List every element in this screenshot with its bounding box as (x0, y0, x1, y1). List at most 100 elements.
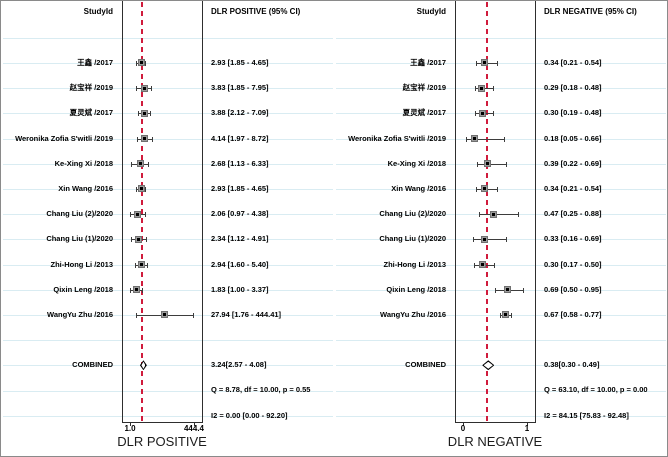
axis-tick-label-max: 444.4 (183, 424, 205, 433)
gridline (3, 37, 333, 39)
ci-cap-high (141, 287, 143, 293)
study-label: 赵宝祥 /2019 (402, 83, 446, 93)
value-column-header: DLR NEGATIVE (95% CI) (544, 7, 637, 16)
ci-cap-low (134, 262, 136, 268)
effect-size-center-dot (486, 162, 490, 166)
x-axis-tick-min (130, 422, 131, 426)
effect-size-center-dot (139, 187, 143, 191)
ci-cap-high (504, 136, 506, 142)
effect-size-center-dot (505, 288, 509, 292)
ci-cap-low (495, 287, 496, 293)
study-label: WangYu Zhu /2016 (47, 309, 113, 319)
effect-size-center-dot (134, 288, 138, 292)
effect-size-marker (489, 210, 497, 218)
gridline (336, 365, 666, 367)
effect-size-marker (137, 185, 145, 193)
study-ci-value: 0.18 [0.05 - 0.66] (544, 133, 602, 143)
effect-size-marker (503, 286, 511, 294)
study-ci-value: 2.93 [1.85 - 4.65] (211, 57, 269, 67)
study-ci-value: 3.88 [2.12 - 7.09] (211, 108, 269, 118)
study-ci-value: 2.68 [1.13 - 6.33] (211, 158, 269, 168)
study-ci-value: 1.83 [1.00 - 3.37] (211, 284, 269, 294)
gridline (336, 415, 666, 417)
ci-cap-low (479, 212, 480, 218)
combined-label: COMBINED (72, 360, 113, 369)
effect-size-marker (132, 286, 140, 294)
study-column-header: StudyId (83, 7, 113, 16)
study-ci-value: 0.30 [0.17 - 0.50] (544, 259, 602, 269)
gridline (336, 37, 666, 39)
gridline (336, 62, 666, 64)
effect-size-center-dot (473, 137, 477, 140)
ci-cap-high (518, 212, 520, 218)
gridline (3, 214, 333, 216)
study-label: 王鑫 /2017 (77, 57, 113, 67)
gridline (336, 88, 666, 90)
x-axis-title: DLR POSITIVE (117, 434, 207, 449)
x-axis-tick-max (194, 422, 195, 426)
study-label: Ke-Xing Xi /2018 (387, 158, 446, 168)
plot-box-left-border (122, 1, 123, 422)
gridline (336, 113, 666, 115)
study-ci-value: 0.39 [0.22 - 0.69] (544, 158, 602, 168)
ci-cap-high (511, 312, 513, 318)
heterogeneity-q-stat: Q = 63.10, df = 10.00, p = 0.00 (544, 385, 648, 394)
gridline (3, 365, 333, 367)
effect-size-center-dot (163, 313, 167, 317)
effect-size-marker (478, 261, 486, 268)
ci-cap-low (477, 161, 479, 167)
gridline (3, 239, 333, 241)
effect-size-center-dot (480, 263, 484, 266)
combined-ci-value: 0.38[0.30 - 0.49] (544, 360, 600, 369)
axis-tick-label-max: 1 (524, 424, 530, 433)
gridline (3, 390, 333, 392)
effect-size-center-dot (480, 86, 484, 90)
ci-cap-low (131, 161, 133, 167)
plot-box-right-border (535, 1, 536, 422)
combined-diamond (482, 360, 495, 371)
value-column-header: DLR POSITIVE (95% CI) (211, 7, 301, 16)
gridline (336, 340, 666, 342)
effect-size-marker (478, 84, 486, 92)
effect-size-center-dot (480, 111, 484, 115)
ci-cap-high (144, 212, 146, 218)
x-axis-tick-min (463, 422, 464, 426)
gridline (3, 113, 333, 115)
study-ci-value: 0.34 [0.21 - 0.54] (544, 57, 602, 67)
effect-size-center-dot (482, 237, 486, 241)
i-squared-stat: I2 = 84.15 [75.83 - 92.48] (544, 411, 629, 420)
effect-size-marker (135, 235, 143, 243)
ci-cap-low (137, 111, 139, 117)
study-label: Chang Liu (2)/2020 (379, 209, 446, 219)
combined-label: COMBINED (405, 360, 446, 369)
effect-size-marker (134, 210, 142, 218)
effect-size-center-dot (136, 212, 140, 216)
effect-size-marker (481, 59, 489, 67)
combined-diamond-fill (141, 361, 146, 369)
study-ci-value: 0.33 [0.16 - 0.69] (544, 234, 602, 244)
study-label: Chang Liu (2)/2020 (46, 209, 113, 219)
study-label: 夏灵斌 /2017 (402, 108, 446, 118)
ci-cap-low (136, 186, 138, 192)
ci-cap-high (496, 60, 498, 66)
effect-size-center-dot (491, 212, 495, 216)
ci-line (479, 214, 520, 216)
study-label: WangYu Zhu /2016 (380, 309, 446, 319)
study-label: Weronika Zofia S'witli /2019 (15, 133, 113, 143)
study-ci-value: 0.34 [0.21 - 0.54] (544, 183, 602, 193)
study-label: Zhi-Hong Li /2013 (50, 259, 113, 269)
plot-box-left-border (455, 1, 456, 422)
ci-cap-low (136, 60, 138, 66)
x-axis-tick-max (527, 422, 528, 426)
ci-line (466, 138, 506, 140)
study-label: Chang Liu (1)/2020 (46, 234, 113, 244)
study-label: Zhi-Hong Li /2013 (383, 259, 446, 269)
effect-size-marker (140, 84, 148, 92)
effect-size-center-dot (483, 61, 487, 65)
i-squared-stat: I2 = 0.00 [0.00 - 92.20] (211, 411, 288, 420)
ci-cap-high (145, 237, 147, 243)
effect-size-center-dot (137, 237, 141, 241)
study-label: Qixin Leng /2018 (53, 284, 113, 294)
effect-size-marker (137, 261, 145, 268)
